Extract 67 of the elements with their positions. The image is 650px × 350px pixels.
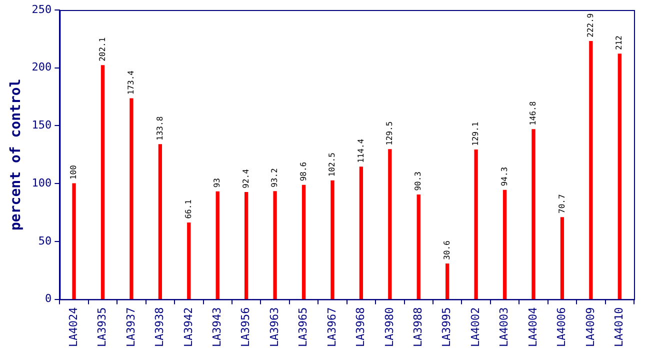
bar [446, 264, 450, 300]
data-label: 93.2 [270, 168, 280, 188]
bar [474, 150, 478, 300]
bar [560, 217, 564, 300]
data-label: 129.5 [384, 121, 394, 146]
x-tick-label: LA3963 [268, 307, 281, 348]
data-label: 70.7 [557, 194, 566, 214]
x-tick-label: LA3995 [440, 307, 454, 348]
bar [130, 98, 134, 300]
x-tick-label: LA4024 [66, 306, 80, 348]
bar [273, 191, 277, 300]
x-tick-label: LA4004 [526, 306, 540, 348]
data-label: 114.4 [356, 138, 366, 163]
data-label: 94.3 [500, 166, 509, 186]
data-label: 93 [212, 178, 222, 188]
y-tick-label: 0 [45, 292, 52, 306]
data-label: 66.1 [184, 199, 193, 219]
data-label: 100 [69, 164, 78, 180]
bar [618, 54, 622, 300]
x-tick-label: LA3942 [182, 307, 195, 348]
data-label: 133.8 [155, 116, 164, 140]
x-tick-label: LA3988 [411, 307, 424, 348]
data-label: 102.5 [328, 152, 337, 177]
bar [244, 192, 248, 300]
data-label: 129.1 [471, 122, 480, 146]
data-label: 222.9 [586, 13, 596, 38]
data-label: 146.8 [528, 101, 538, 126]
y-tick-label: 200 [32, 60, 52, 74]
x-tick-label: LA3935 [96, 307, 109, 348]
data-label: 90.3 [414, 171, 423, 191]
x-tick-label: LA4003 [498, 307, 511, 348]
bar [388, 149, 392, 300]
bar [158, 144, 162, 300]
data-label: 212 [614, 35, 624, 50]
y-tick-label: 150 [32, 118, 52, 132]
x-tick-label: LA4010 [612, 307, 626, 348]
data-label: 202.1 [98, 37, 107, 62]
x-tick-label: LA3938 [153, 307, 166, 348]
bar [416, 194, 420, 300]
x-tick-label: LA3943 [210, 307, 224, 348]
bar [72, 183, 76, 300]
data-label: 173.4 [126, 70, 136, 95]
bar [359, 166, 364, 300]
y-tick-label: 250 [32, 2, 52, 16]
x-tick-label: LA3965 [296, 307, 310, 348]
bar [330, 180, 334, 300]
x-tick-label: LA3937 [124, 307, 138, 348]
x-tick-label: LA3967 [325, 307, 338, 348]
data-label: 30.6 [442, 240, 452, 260]
y-tick-label: 100 [32, 176, 52, 190]
bar [216, 191, 220, 300]
x-tick-label: LA3980 [382, 307, 396, 348]
x-tick-label: LA3956 [239, 307, 252, 348]
x-tick-label: LA3968 [354, 307, 368, 348]
bar [100, 65, 105, 300]
x-tick-label: LA4006 [555, 307, 568, 348]
y-tick-label: 50 [38, 234, 52, 248]
data-label: 92.4 [241, 168, 250, 188]
bar [532, 129, 536, 300]
bar [187, 222, 191, 300]
y-axis-title: percent of control [8, 78, 24, 230]
data-label: 98.6 [298, 162, 308, 182]
x-tick-label: LA4009 [584, 307, 597, 348]
bar [302, 184, 306, 300]
bar [589, 41, 593, 300]
bar [502, 190, 507, 300]
x-tick-label: LA4002 [468, 307, 482, 348]
